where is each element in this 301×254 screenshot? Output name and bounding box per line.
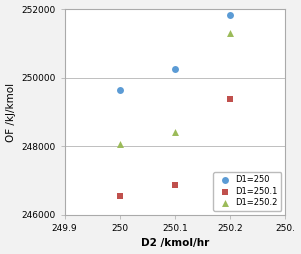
D1=250.1 bbox=[228, 97, 233, 101]
X-axis label: D2 /kmol/hr: D2 /kmol/hr bbox=[141, 239, 209, 248]
D1=250.1 bbox=[172, 183, 177, 187]
D1=250 bbox=[228, 13, 233, 17]
D1=250.1 bbox=[117, 194, 122, 198]
D1=250.2 bbox=[117, 141, 122, 146]
D1=250 bbox=[117, 88, 122, 92]
D1=250.2 bbox=[228, 31, 233, 35]
D1=250.2 bbox=[172, 130, 177, 134]
Legend: D1=250, D1=250.1, D1=250.2: D1=250, D1=250.1, D1=250.2 bbox=[213, 172, 281, 211]
Y-axis label: OF /kJ/kmol: OF /kJ/kmol bbox=[5, 82, 16, 141]
D1=250 bbox=[172, 67, 177, 71]
